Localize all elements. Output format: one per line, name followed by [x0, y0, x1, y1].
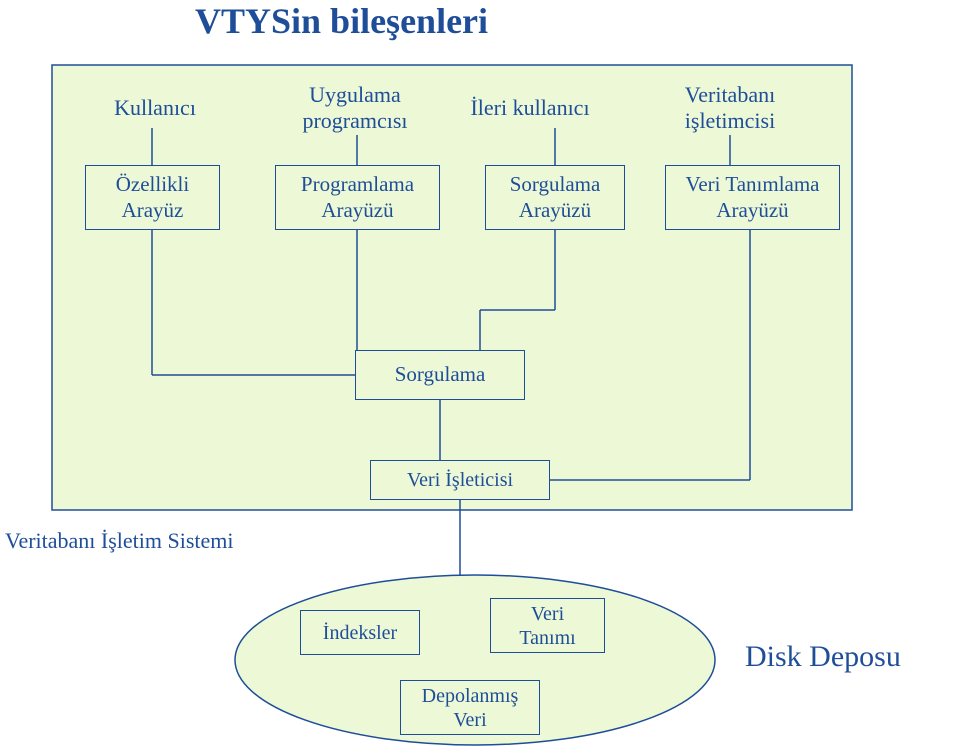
page-title: VTYSin bileşenleri	[195, 0, 488, 42]
role-ileri: İleri kullanıcı	[445, 95, 615, 121]
ifbox-sorgulama-if: SorgulamaArayüzü	[485, 165, 625, 230]
sorgulama-label: Sorgulama	[395, 362, 486, 387]
sorgulama-box: Sorgulama	[355, 350, 525, 400]
ifbox-ozellikli: ÖzellikliArayüz	[85, 165, 220, 230]
ifbox-tanimlama: Veri TanımlamaArayüzü	[665, 165, 840, 230]
diskbox-depolanmis: DepolanmışVeri	[400, 680, 540, 735]
disk-label: Disk Deposu	[745, 640, 901, 674]
veri-isleticisi-label: Veri İşleticisi	[407, 468, 513, 492]
role-veritabani: Veritabanıişletimcisi	[660, 82, 800, 135]
veri-isleticisi-box: Veri İşleticisi	[370, 460, 550, 500]
role-uygulama: Uygulamaprogramcısı	[280, 82, 430, 135]
system-label: Veritabanı İşletim Sistemi	[5, 528, 234, 554]
diskbox-indeksler: İndeksler	[300, 610, 420, 655]
diskbox-veri-tanimi: VeriTanımı	[490, 598, 605, 653]
role-kullanici: Kullanıcı	[95, 95, 215, 121]
ifbox-programlama: ProgramlamaArayüzü	[275, 165, 440, 230]
